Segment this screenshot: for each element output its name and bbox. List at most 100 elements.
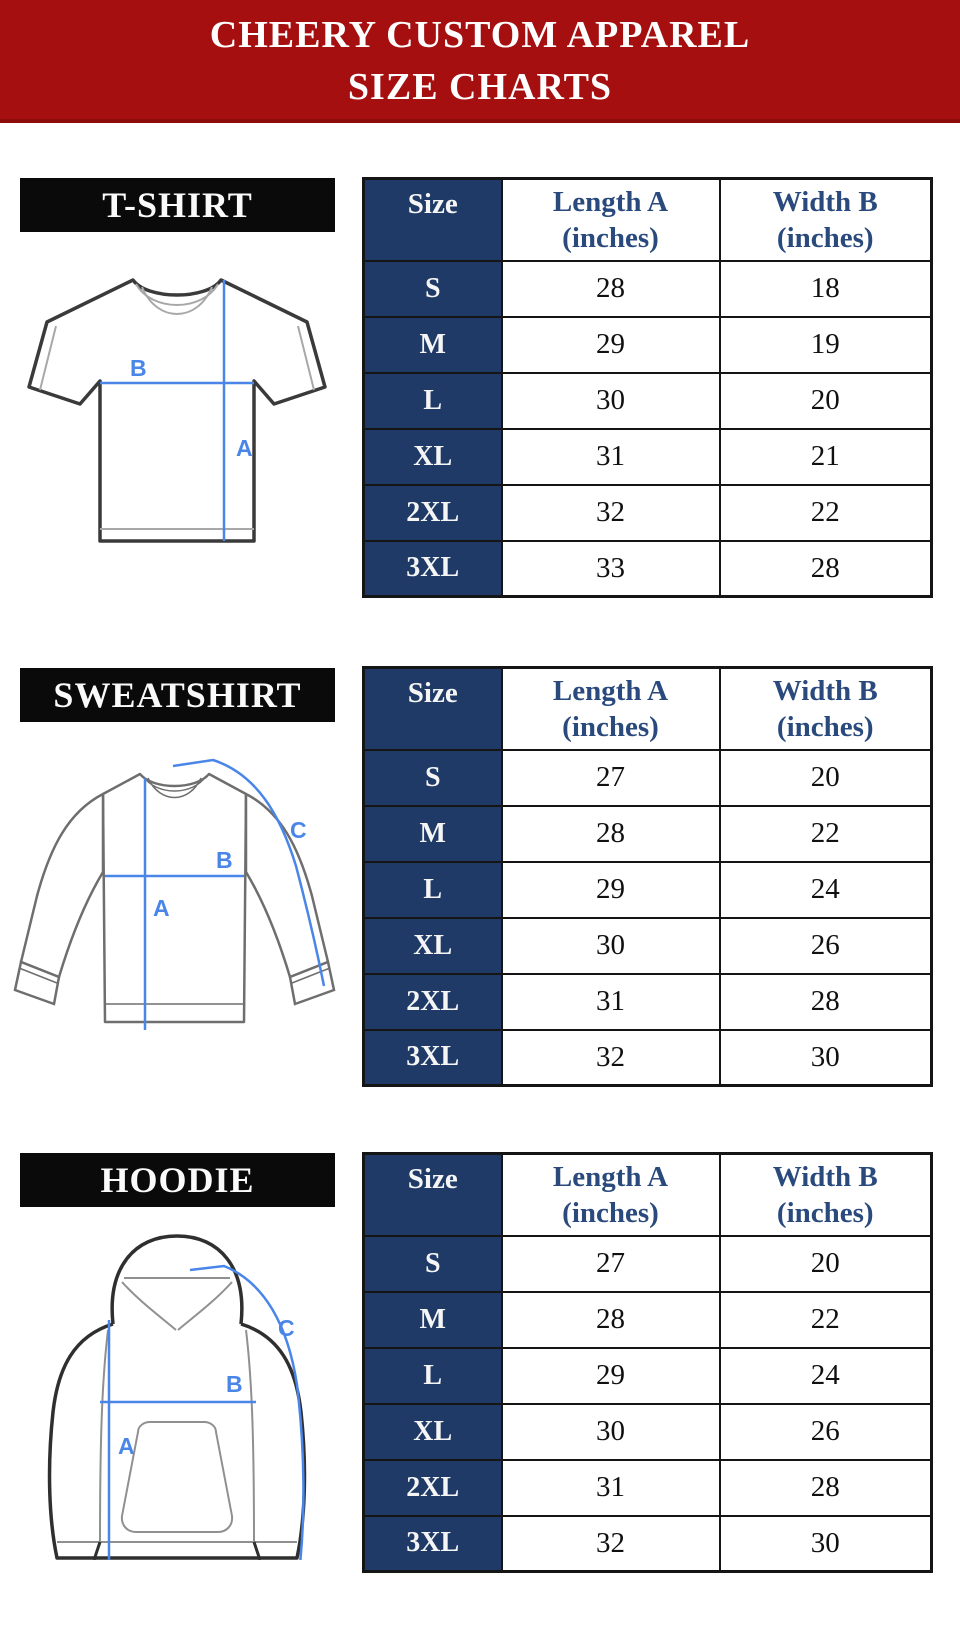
sweatshirt-right-cuff <box>288 960 336 1006</box>
width-header-title: Width B <box>772 185 878 218</box>
tshirt-collar-line <box>135 283 219 306</box>
sweatshirt-left-cuff <box>13 960 61 1006</box>
size-cell: 3XL <box>362 539 503 598</box>
width-value-cell: 22 <box>718 1290 933 1349</box>
width-value-cell: 28 <box>718 972 933 1031</box>
hoodie-hood-inner-lines <box>121 1277 233 1331</box>
length-value-cell: 29 <box>500 860 721 919</box>
width-header-title: Width B <box>772 674 878 707</box>
size-row: S 27 20 <box>362 1234 933 1293</box>
width-value-cell: 22 <box>718 804 933 863</box>
banner-title-line1: CHEERY CUSTOM APPAREL <box>209 13 751 56</box>
width-value-cell: 24 <box>718 860 933 919</box>
length-value-cell: 28 <box>500 1290 721 1349</box>
width-value-cell: 20 <box>718 1234 933 1293</box>
hoodie-sleeve-c-line <box>189 1264 305 1560</box>
sweatshirt-collar-lines <box>142 775 207 799</box>
size-cell: XL <box>362 1402 503 1461</box>
width-value-cell: 28 <box>718 1458 933 1517</box>
width-value-cell: 22 <box>718 483 933 542</box>
size-row: 2XL 32 22 <box>362 483 933 542</box>
width-column-header: Width B (inches) <box>718 177 933 262</box>
tshirt-section-label: T-SHIRT <box>20 178 335 232</box>
size-cell: M <box>362 804 503 863</box>
width-value-cell: 19 <box>718 315 933 374</box>
width-column-header: Width B (inches) <box>718 666 933 751</box>
length-value-cell: 29 <box>500 1346 721 1405</box>
length-header-unit: (inches) <box>562 1196 659 1229</box>
width-value-cell: 18 <box>718 259 933 318</box>
length-value-cell: 33 <box>500 539 721 598</box>
width-value-cell: 24 <box>718 1346 933 1405</box>
size-cell: L <box>362 1346 503 1405</box>
sweatshirt-measure-label-c: C <box>290 817 307 843</box>
hoodie-measure-label-a: A <box>118 1433 135 1459</box>
tshirt-collar-line-inner <box>141 286 213 315</box>
sweatshirt-left-sleeve <box>19 792 105 979</box>
hoodie-sleeve-seams <box>99 1329 255 1543</box>
size-row: M 28 22 <box>362 804 933 863</box>
width-value-cell: 28 <box>718 539 933 598</box>
width-value-cell: 30 <box>718 1514 933 1573</box>
width-value-cell: 20 <box>718 371 933 430</box>
size-cell: L <box>362 371 503 430</box>
sweatshirt-torso-outline <box>101 772 248 1024</box>
tshirt-size-table: Size Length A (inches) Width B (inches) … <box>362 177 933 598</box>
length-value-cell: 32 <box>500 1028 721 1087</box>
size-row: XL 30 26 <box>362 1402 933 1461</box>
length-column-header: Length A (inches) <box>500 177 721 262</box>
width-header-unit: (inches) <box>776 710 874 743</box>
size-column-header: Size <box>362 666 503 751</box>
size-row: XL 31 21 <box>362 427 933 486</box>
tshirt-outline <box>27 278 327 543</box>
size-row: L 29 24 <box>362 860 933 919</box>
tshirt-cuff-lines <box>39 325 315 391</box>
size-row: 3XL 33 28 <box>362 539 933 598</box>
size-cell: 2XL <box>362 972 503 1031</box>
sweatshirt-measure-label-b: B <box>216 847 233 873</box>
tshirt-header-row: Size Length A (inches) Width B (inches) <box>362 177 933 262</box>
length-header-title: Length A <box>552 185 669 218</box>
size-cell: XL <box>362 916 503 975</box>
length-value-cell: 28 <box>500 259 721 318</box>
banner-title-line2: SIZE CHARTS <box>347 65 613 108</box>
length-value-cell: 28 <box>500 804 721 863</box>
tshirt-measure-label-b: B <box>130 355 147 381</box>
size-cell: S <box>362 259 503 318</box>
size-row: M 28 22 <box>362 1290 933 1349</box>
length-header-title: Length A <box>552 1160 669 1193</box>
sweatshirt-illustration: B A C <box>13 758 336 1030</box>
sweatshirt-section-label: SWEATSHIRT <box>20 668 335 722</box>
width-header-unit: (inches) <box>776 221 874 254</box>
length-value-cell: 30 <box>500 1402 721 1461</box>
length-column-header: Length A (inches) <box>500 666 721 751</box>
size-row: XL 30 26 <box>362 916 933 975</box>
size-row: M 29 19 <box>362 315 933 374</box>
hoodie-illustration: B A C <box>47 1234 307 1560</box>
width-header-unit: (inches) <box>776 1196 874 1229</box>
hoodie-size-table: Size Length A (inches) Width B (inches) … <box>362 1152 933 1573</box>
size-cell: XL <box>362 427 503 486</box>
size-cell: S <box>362 1234 503 1293</box>
size-row: S 27 20 <box>362 748 933 807</box>
size-column-header: Size <box>362 177 503 262</box>
hoodie-hood-outline <box>110 1234 244 1325</box>
length-value-cell: 31 <box>500 972 721 1031</box>
length-value-cell: 32 <box>500 1514 721 1573</box>
size-cell: 2XL <box>362 483 503 542</box>
size-cell: M <box>362 315 503 374</box>
width-value-cell: 30 <box>718 1028 933 1087</box>
hoodie-header-row: Size Length A (inches) Width B (inches) <box>362 1152 933 1237</box>
size-row: 3XL 32 30 <box>362 1028 933 1087</box>
sweatshirt-size-table: Size Length A (inches) Width B (inches) … <box>362 666 933 1087</box>
length-header-title: Length A <box>552 674 669 707</box>
length-value-cell: 31 <box>500 1458 721 1517</box>
sweatshirt-measure-label-a: A <box>153 895 170 921</box>
size-row: L 29 24 <box>362 1346 933 1405</box>
sweatshirt-right-cuff-line <box>291 967 331 984</box>
width-value-cell: 20 <box>718 748 933 807</box>
hoodie-section-label: HOODIE <box>20 1153 335 1207</box>
size-cell: M <box>362 1290 503 1349</box>
width-value-cell: 26 <box>718 1402 933 1461</box>
